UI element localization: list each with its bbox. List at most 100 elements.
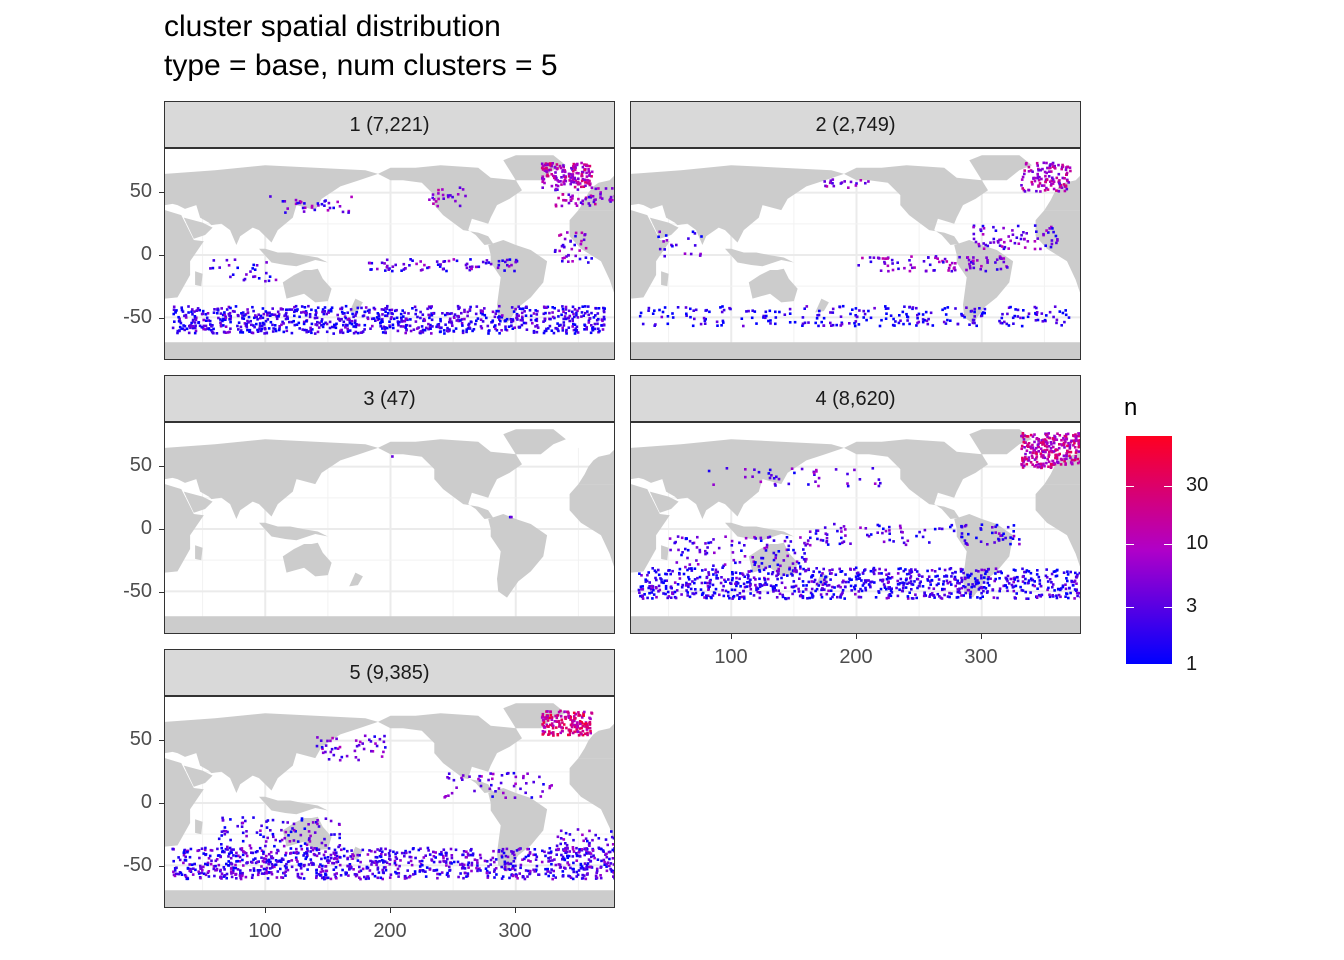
data-cell xyxy=(324,817,328,820)
land-mass xyxy=(259,522,328,541)
data-cell xyxy=(513,269,516,273)
data-cell xyxy=(564,317,568,321)
data-cell xyxy=(839,324,843,327)
data-cell xyxy=(891,323,895,327)
data-cell xyxy=(1045,186,1048,190)
data-cell xyxy=(680,593,683,596)
data-cell xyxy=(584,181,587,184)
data-cell xyxy=(772,539,776,542)
data-cell xyxy=(1069,456,1072,459)
data-cell xyxy=(560,313,563,317)
data-cell xyxy=(510,850,513,853)
data-cell xyxy=(847,580,850,584)
data-cell xyxy=(1049,449,1052,453)
data-cell xyxy=(357,758,360,762)
data-cell xyxy=(583,710,586,714)
data-cell xyxy=(922,260,926,263)
data-cell xyxy=(872,572,876,576)
data-cell xyxy=(476,867,480,871)
data-cell xyxy=(173,320,176,323)
data-cell xyxy=(1009,577,1013,581)
data-cell xyxy=(1017,242,1021,245)
data-cell xyxy=(363,328,366,331)
data-cell xyxy=(1021,466,1025,469)
data-cell xyxy=(223,874,227,877)
data-cell xyxy=(667,595,671,598)
data-cell xyxy=(335,322,338,326)
data-cell xyxy=(553,166,557,169)
data-cell xyxy=(478,867,481,870)
data-cell xyxy=(446,871,449,875)
data-cell xyxy=(597,837,601,840)
data-cell xyxy=(320,876,324,880)
data-cell xyxy=(660,581,663,584)
data-cell xyxy=(569,866,572,870)
data-cell xyxy=(770,474,773,477)
data-cell xyxy=(259,329,263,333)
data-cell xyxy=(437,325,441,329)
land-mass xyxy=(165,713,378,793)
data-cell xyxy=(1007,306,1011,309)
data-cell xyxy=(320,323,323,327)
data-cell xyxy=(908,305,911,309)
data-cell xyxy=(1058,452,1061,456)
data-cell xyxy=(549,710,552,714)
data-cell xyxy=(722,584,725,588)
data-cell xyxy=(308,837,311,840)
data-cell xyxy=(501,875,505,878)
data-cell xyxy=(395,308,398,312)
data-cell xyxy=(255,322,258,326)
data-cell xyxy=(318,865,321,868)
data-cell xyxy=(994,531,997,534)
data-cell xyxy=(400,316,403,319)
data-cell xyxy=(590,186,594,189)
data-cell xyxy=(885,596,889,600)
data-cell xyxy=(200,312,204,316)
data-cell xyxy=(467,861,470,864)
land-mass xyxy=(165,165,378,245)
data-cell xyxy=(876,531,879,534)
data-cell xyxy=(902,569,906,573)
data-cell xyxy=(1052,187,1056,191)
data-cell xyxy=(693,232,697,235)
data-cell xyxy=(1063,457,1067,461)
data-cell xyxy=(437,192,440,195)
data-cell xyxy=(936,257,939,260)
data-cell xyxy=(1055,594,1058,597)
data-cell xyxy=(569,182,572,186)
data-cell xyxy=(341,312,345,315)
data-cell xyxy=(764,310,768,314)
y-tick-mark xyxy=(159,192,164,193)
data-cell xyxy=(1048,578,1052,581)
data-cell xyxy=(896,583,900,586)
data-cell xyxy=(542,331,546,335)
data-cell xyxy=(966,573,969,577)
data-cell xyxy=(767,572,770,575)
data-cell xyxy=(774,316,778,319)
data-cell xyxy=(765,583,769,586)
data-cell xyxy=(751,475,754,478)
data-cell xyxy=(417,848,421,852)
data-cell xyxy=(1073,458,1077,462)
data-cell xyxy=(230,867,233,870)
data-cell xyxy=(975,536,978,540)
data-cell xyxy=(960,586,964,590)
data-cell xyxy=(889,577,892,580)
data-cell xyxy=(296,840,300,843)
data-cell xyxy=(294,202,298,206)
data-cell xyxy=(571,178,575,182)
data-cell xyxy=(560,718,564,722)
data-cell xyxy=(537,873,541,876)
data-cell xyxy=(835,323,838,327)
data-cell xyxy=(1044,244,1047,247)
data-cell xyxy=(335,876,338,880)
data-cell xyxy=(341,331,345,335)
data-cell xyxy=(704,309,707,312)
data-cell xyxy=(327,309,331,312)
data-cell xyxy=(1031,456,1034,459)
data-cell xyxy=(550,722,554,725)
data-cell xyxy=(1003,240,1006,244)
data-cell xyxy=(229,870,233,873)
data-cell xyxy=(655,578,658,582)
data-cell xyxy=(567,254,570,257)
